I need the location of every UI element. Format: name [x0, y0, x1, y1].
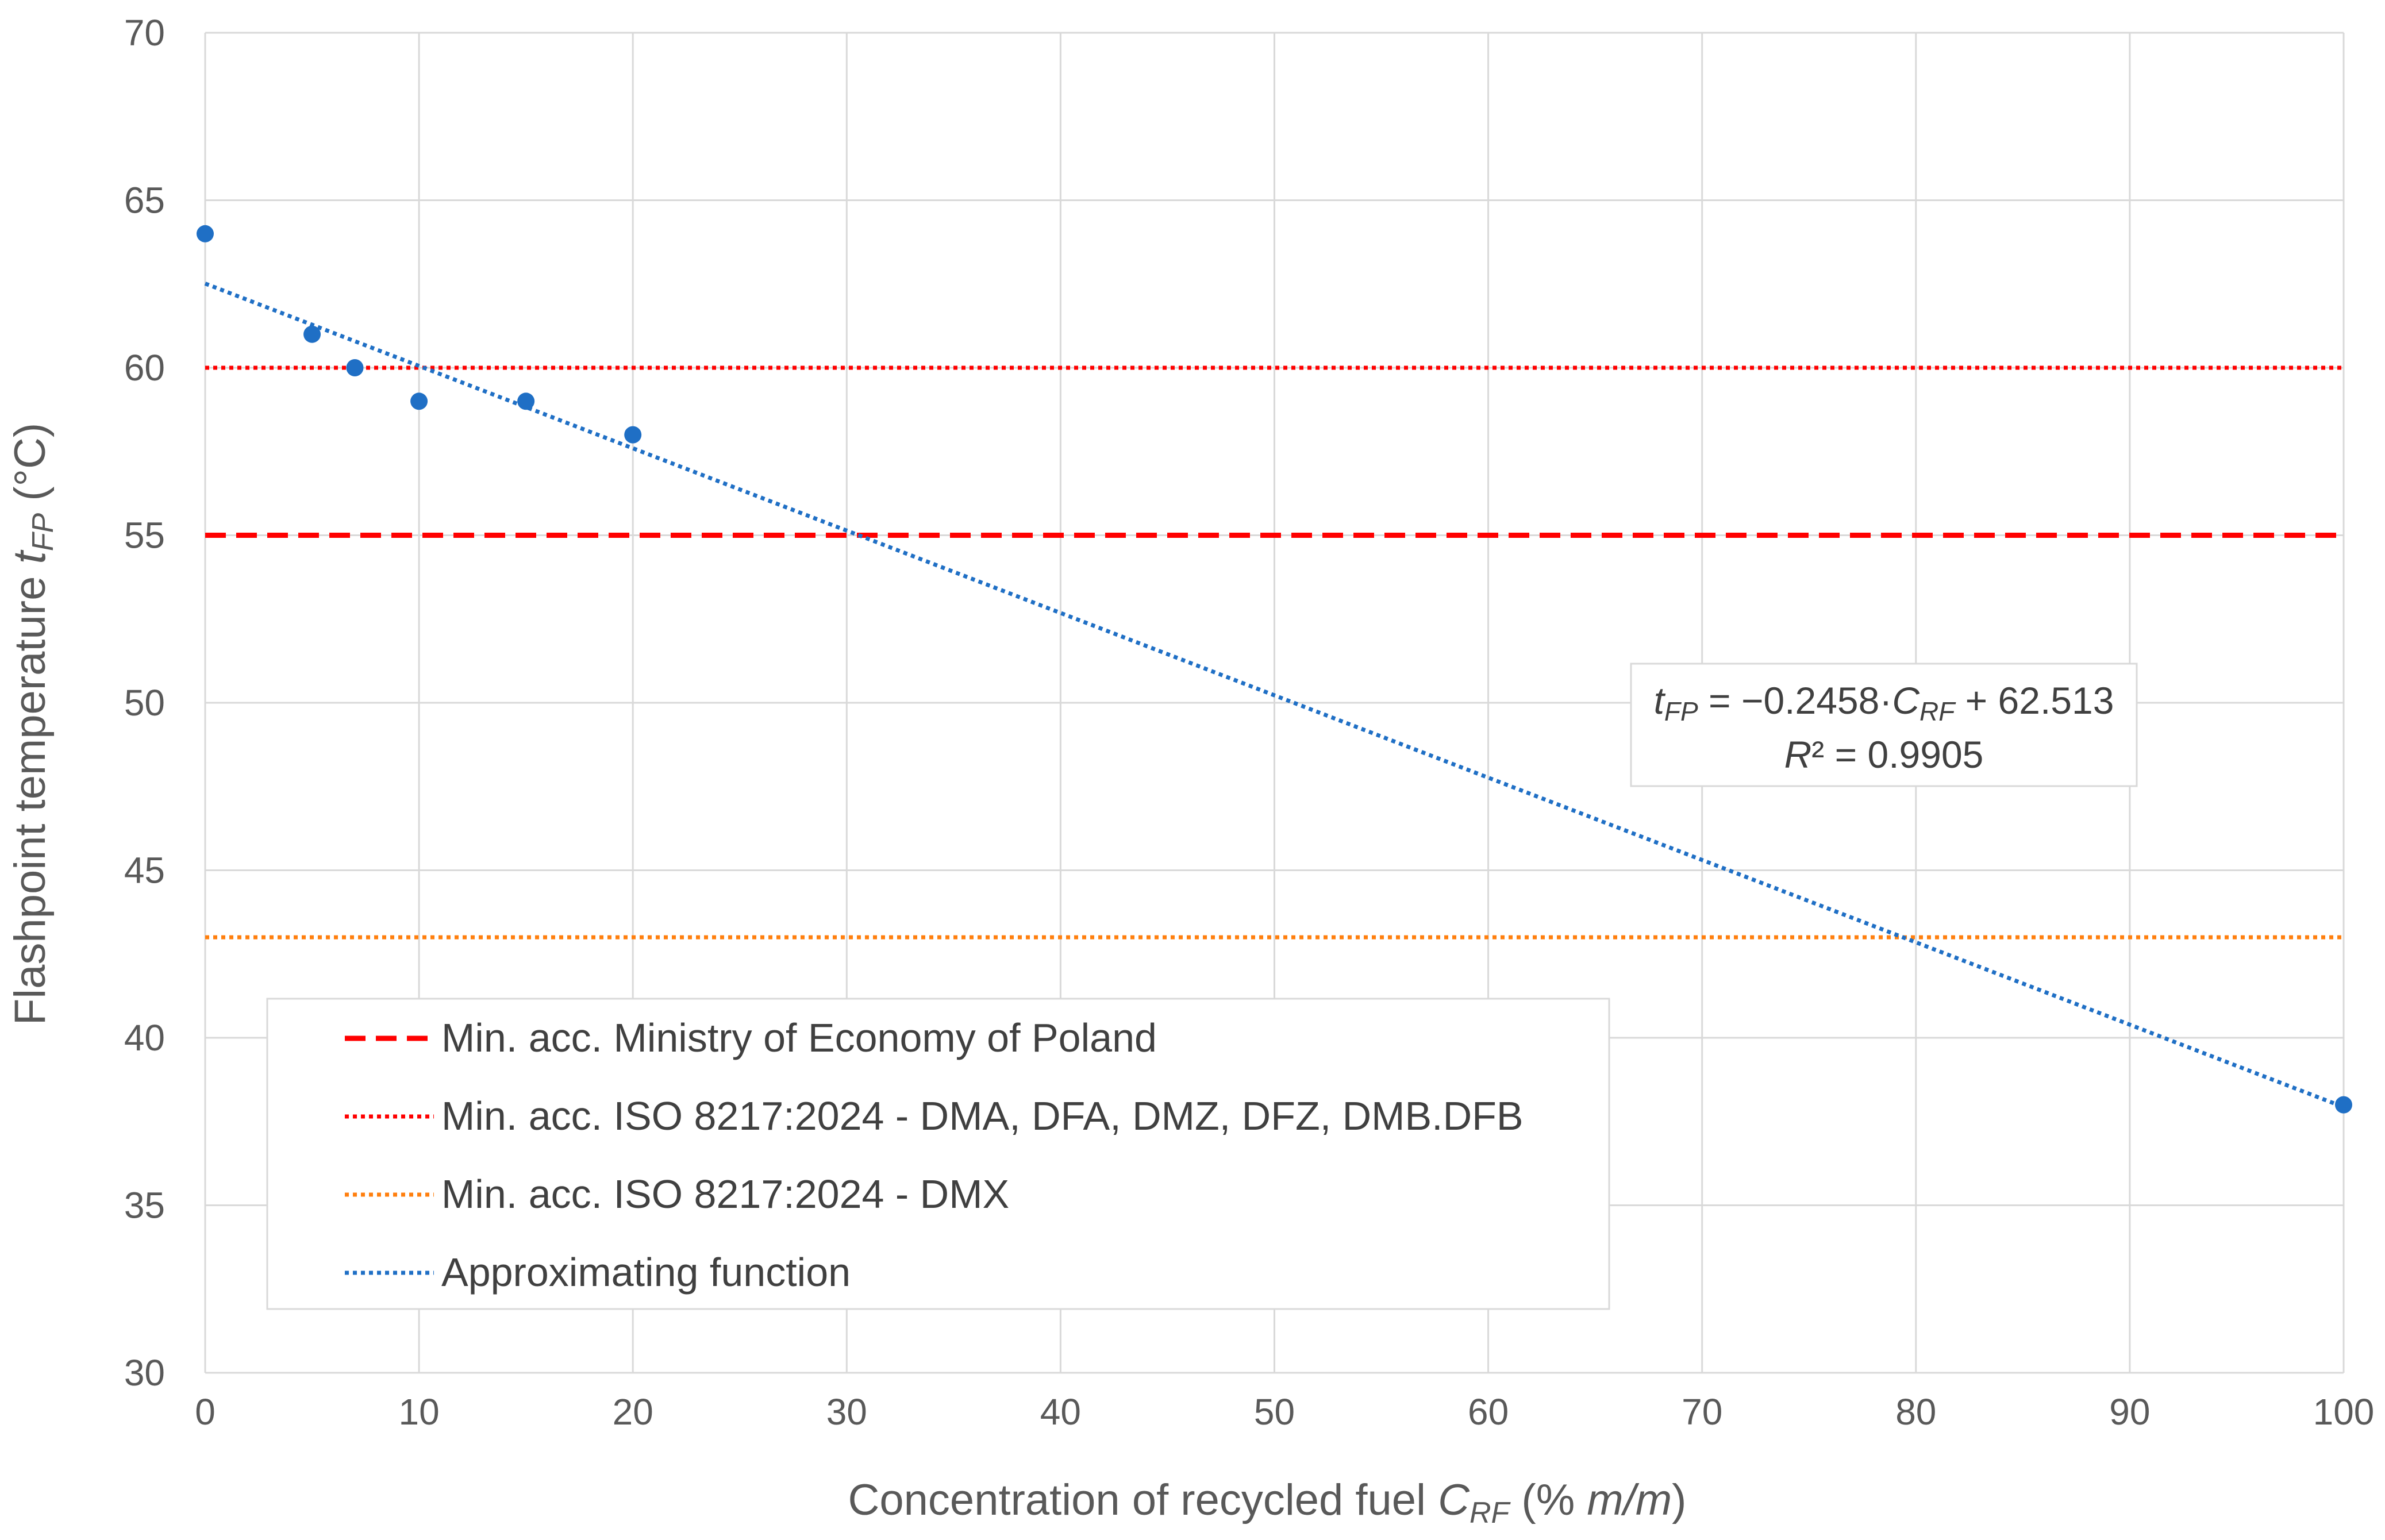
- r-squared-text: R² = 0.9905: [1784, 733, 1984, 776]
- x-tick-label: 90: [2109, 1391, 2150, 1433]
- y-tick-label: 45: [124, 850, 165, 891]
- legend-label: Min. acc. Ministry of Economy of Poland: [441, 1015, 1157, 1060]
- x-tick-labels: 0 10 20 30 40 50 60 70 80 90 100: [195, 1391, 2374, 1433]
- x-tick-label: 100: [2313, 1391, 2375, 1433]
- data-point: [410, 392, 428, 410]
- legend-entry-approx: Approximating function: [345, 1250, 851, 1295]
- data-point: [624, 426, 642, 444]
- y-tick-label: 30: [124, 1352, 165, 1393]
- x-tick-label: 80: [1895, 1391, 1936, 1433]
- x-tick-label: 50: [1254, 1391, 1295, 1433]
- legend-entry-iso-dmx: Min. acc. ISO 8217:2024 - DMX: [345, 1172, 1009, 1216]
- x-tick-label: 10: [399, 1391, 440, 1433]
- y-tick-label: 60: [124, 347, 165, 388]
- x-tick-label: 40: [1040, 1391, 1081, 1433]
- x-tick-label: 60: [1468, 1391, 1509, 1433]
- x-tick-label: 20: [613, 1391, 653, 1433]
- y-tick-labels: 30 35 40 45 50 55 60 65 70: [124, 12, 165, 1393]
- y-tick-label: 50: [124, 682, 165, 723]
- legend-border: [266, 998, 1610, 1310]
- equation-box-border: [1630, 663, 2138, 787]
- trendline-line: [204, 282, 2345, 1109]
- y-axis-title: Flashpoint temperature tFP (°C): [3, 423, 60, 1025]
- y-tick-label: 55: [124, 515, 165, 556]
- legend-entry-ministry: Min. acc. Ministry of Economy of Poland: [345, 1015, 1157, 1060]
- data-point: [303, 325, 321, 343]
- legend-label: Approximating function: [441, 1250, 851, 1295]
- data-point: [517, 392, 535, 410]
- x-axis-title: Concentration of recycled fuel CRF (% m/…: [848, 1476, 1687, 1530]
- x-tick-label: 0: [195, 1391, 216, 1433]
- data-point: [2335, 1096, 2352, 1114]
- reference-lines: [205, 365, 2344, 940]
- legend-label: Min. acc. ISO 8217:2024 - DMX: [441, 1172, 1009, 1216]
- legend: Min. acc. Ministry of Economy of Poland …: [266, 998, 1610, 1310]
- y-tick-label: 40: [124, 1017, 165, 1058]
- trendline-equation-box: tFP = −0.2458·CRF + 62.513 R² = 0.9905: [1630, 663, 2138, 787]
- legend-entry-iso-dma: Min. acc. ISO 8217:2024 - DMA, DFA, DMZ,…: [345, 1094, 1524, 1138]
- trendline: [204, 282, 2345, 1109]
- y-tick-label: 70: [124, 12, 165, 53]
- x-tick-label: 70: [1682, 1391, 1722, 1433]
- legend-label: Min. acc. ISO 8217:2024 - DMA, DFA, DMZ,…: [441, 1094, 1524, 1138]
- data-point: [346, 359, 364, 376]
- data-points: [197, 225, 2352, 1114]
- x-tick-label: 30: [826, 1391, 867, 1433]
- y-tick-label: 65: [124, 180, 165, 221]
- data-point: [197, 225, 214, 242]
- equation-text: tFP = −0.2458·CRF + 62.513: [1654, 679, 2114, 726]
- y-tick-label: 35: [124, 1185, 165, 1226]
